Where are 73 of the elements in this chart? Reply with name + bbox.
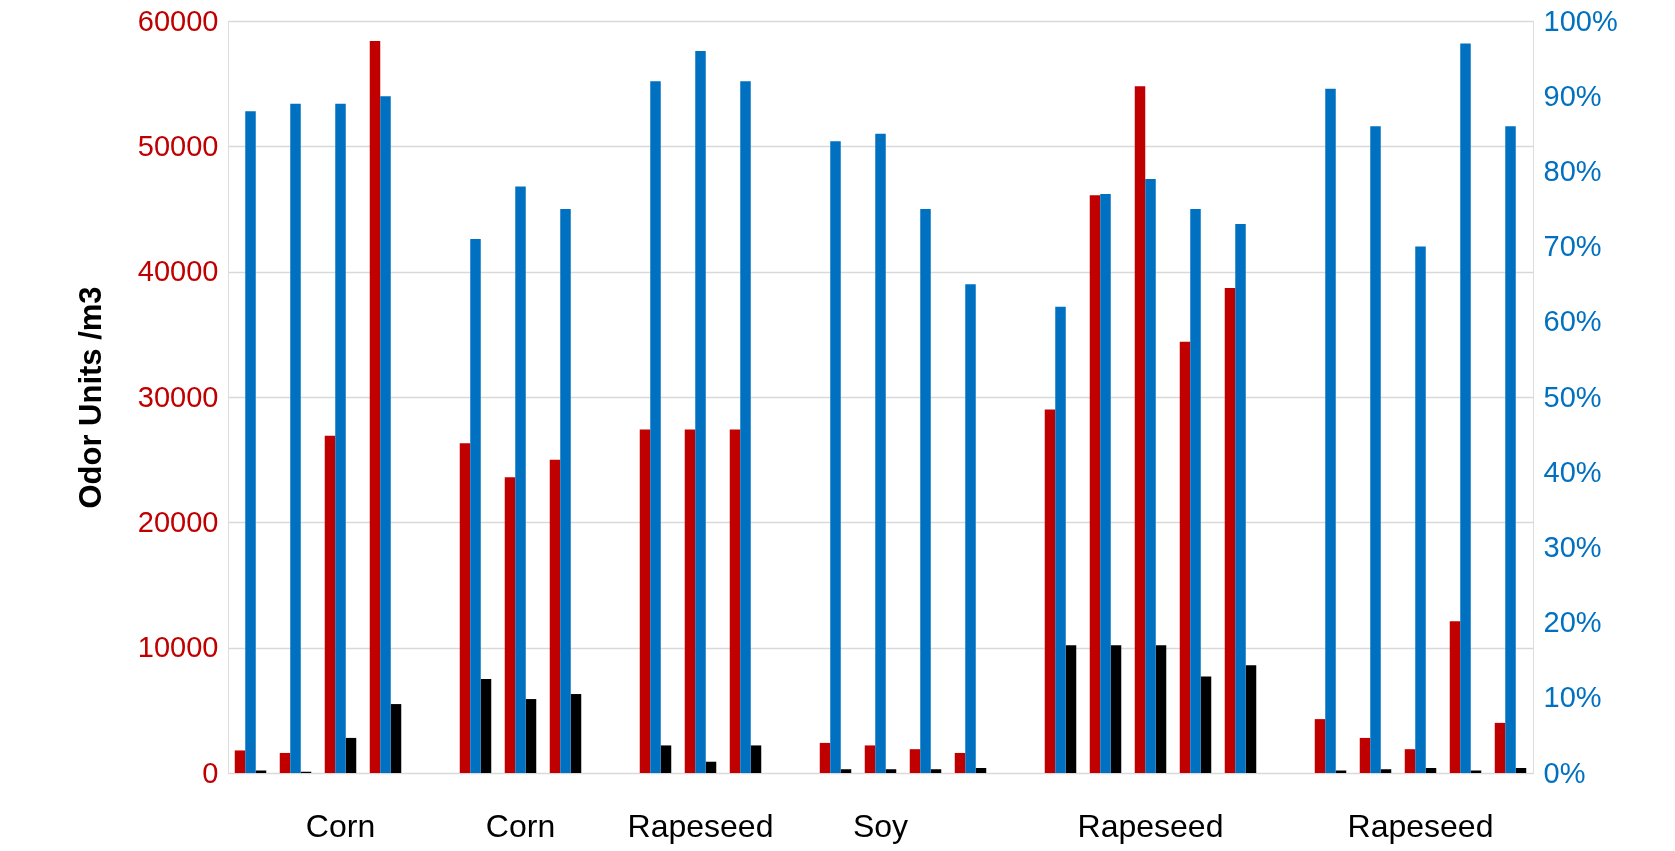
y-axis-title: Odor Units /m3 bbox=[72, 286, 108, 509]
bar bbox=[965, 284, 976, 773]
bar bbox=[255, 770, 267, 773]
y-tick-label: 60000 bbox=[137, 4, 219, 37]
bar bbox=[1065, 645, 1077, 773]
bar bbox=[390, 704, 402, 773]
bar bbox=[830, 141, 841, 773]
y2-tick-label: 30% bbox=[1543, 530, 1602, 563]
y-tick-label: 10000 bbox=[137, 631, 219, 664]
y-tick-label: 30000 bbox=[137, 380, 219, 413]
y-tick-label: 40000 bbox=[137, 255, 219, 288]
bar bbox=[1245, 665, 1257, 773]
bar bbox=[920, 209, 931, 773]
y2-tick-label: 10% bbox=[1543, 681, 1602, 714]
bar bbox=[875, 133, 886, 773]
y2-tick-label: 50% bbox=[1543, 380, 1602, 413]
bar bbox=[1110, 645, 1122, 773]
y2-tick-label: 70% bbox=[1543, 230, 1602, 263]
bar bbox=[279, 752, 291, 773]
bar bbox=[1515, 767, 1527, 773]
bar bbox=[1505, 126, 1516, 773]
bar bbox=[660, 745, 672, 773]
bar bbox=[954, 752, 966, 773]
x-tick-label: Corn bbox=[305, 807, 376, 844]
bar bbox=[480, 679, 492, 773]
y2-tick-label: 40% bbox=[1543, 455, 1602, 488]
y2-tick-label: 0% bbox=[1543, 756, 1586, 789]
bar bbox=[1155, 645, 1167, 773]
bar bbox=[909, 749, 921, 773]
y2-tick-label: 80% bbox=[1543, 154, 1602, 187]
bar bbox=[1449, 621, 1461, 773]
bar bbox=[840, 769, 852, 773]
y-tick-label: 50000 bbox=[137, 129, 219, 162]
y-tick-label: 0 bbox=[202, 756, 219, 789]
bar bbox=[930, 769, 942, 773]
bar bbox=[1404, 749, 1416, 773]
bar bbox=[650, 81, 661, 773]
bar bbox=[1460, 43, 1471, 773]
bar bbox=[1494, 722, 1506, 773]
bar bbox=[1425, 767, 1437, 773]
x-tick-label: Rapeseed bbox=[627, 807, 774, 844]
bar bbox=[1325, 88, 1336, 773]
bar bbox=[975, 767, 987, 773]
bar bbox=[1359, 737, 1371, 773]
bar bbox=[234, 750, 246, 773]
bar bbox=[1335, 770, 1347, 773]
y2-tick-label: 90% bbox=[1543, 79, 1602, 112]
y2-tick-label: 20% bbox=[1543, 606, 1602, 639]
x-tick-label: Rapeseed bbox=[1077, 807, 1224, 844]
bar bbox=[695, 51, 706, 773]
y2-tick-label: 100% bbox=[1543, 4, 1618, 37]
bar bbox=[750, 745, 762, 773]
bar bbox=[740, 81, 751, 773]
bar bbox=[1380, 769, 1392, 773]
bar bbox=[864, 745, 876, 773]
bar bbox=[1200, 676, 1212, 773]
y2-tick-label: 60% bbox=[1543, 305, 1602, 338]
y-tick-label: 20000 bbox=[137, 505, 219, 538]
bar bbox=[290, 103, 301, 773]
bar bbox=[1470, 770, 1482, 773]
bar bbox=[245, 111, 256, 773]
bar bbox=[1415, 246, 1426, 773]
bar bbox=[705, 761, 717, 773]
bar bbox=[819, 742, 831, 773]
bar bbox=[1314, 719, 1326, 773]
bar bbox=[570, 694, 582, 773]
bar bbox=[345, 737, 357, 773]
bar bbox=[1370, 126, 1381, 773]
x-tick-label: Rapeseed bbox=[1347, 807, 1494, 844]
bar bbox=[885, 769, 897, 773]
bar bbox=[525, 699, 537, 773]
x-tick-label: Soy bbox=[852, 807, 909, 844]
x-tick-label: Corn bbox=[485, 807, 556, 844]
